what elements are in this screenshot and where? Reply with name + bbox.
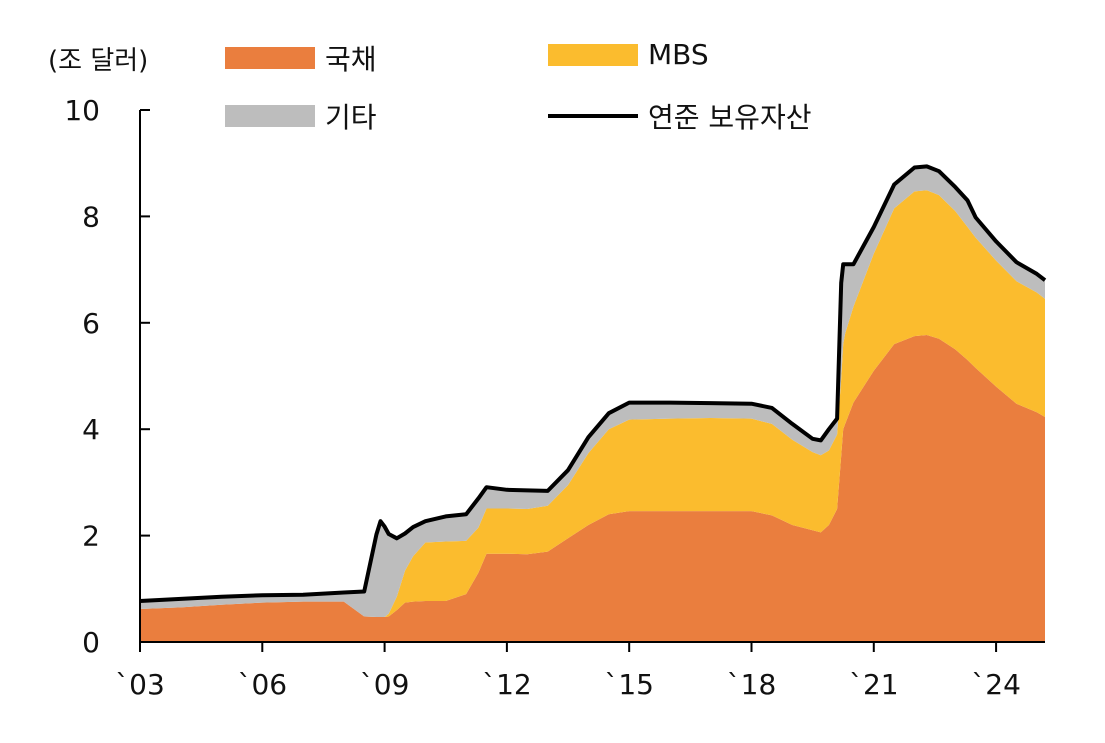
legend-total: 연준 보유자산 — [548, 96, 811, 136]
legend-total-label: 연준 보유자산 — [648, 101, 812, 134]
area-layers — [139, 164, 1047, 642]
y-tick-label: 6 — [82, 307, 100, 340]
legend-treasury-label: 국채 — [325, 43, 377, 76]
y-tick-label: 4 — [82, 413, 100, 446]
legend-mbs-label: MBS — [648, 38, 709, 71]
y-tick-label: 0 — [82, 626, 100, 659]
x-tick-label: `09 — [360, 668, 410, 701]
legend-other-swatch — [225, 105, 315, 127]
area-treasury — [140, 335, 1045, 642]
legend-treasury-swatch — [225, 47, 315, 69]
y-tick-label: 8 — [82, 200, 100, 233]
x-tick-label: `24 — [971, 668, 1021, 701]
total-line — [139, 164, 1047, 603]
legend-mbs: MBS — [548, 38, 709, 71]
legend-other-label: 기타 — [325, 101, 377, 134]
axes: 0 2 4 6 8 10 `03 `06 `09 `12 `15 `18 `21 `24 — [64, 94, 1045, 701]
unit-label: (조 달러) — [48, 46, 149, 76]
x-tick-label: `03 — [115, 668, 165, 701]
area-mbs — [140, 190, 1045, 618]
y-tick-label: 10 — [64, 94, 100, 127]
x-tick-label: `18 — [727, 668, 777, 701]
x-tick-label: `15 — [604, 668, 654, 701]
legend-treasury: 국채 — [225, 38, 377, 78]
x-tick-label: `12 — [482, 668, 532, 701]
legend-total-line — [548, 114, 638, 118]
y-tick-label: 2 — [82, 520, 100, 553]
x-tick-label: `06 — [237, 668, 287, 701]
legend-mbs-swatch — [548, 43, 638, 66]
legend-other: 기타 — [225, 96, 377, 136]
x-tick-label: `21 — [849, 668, 899, 701]
